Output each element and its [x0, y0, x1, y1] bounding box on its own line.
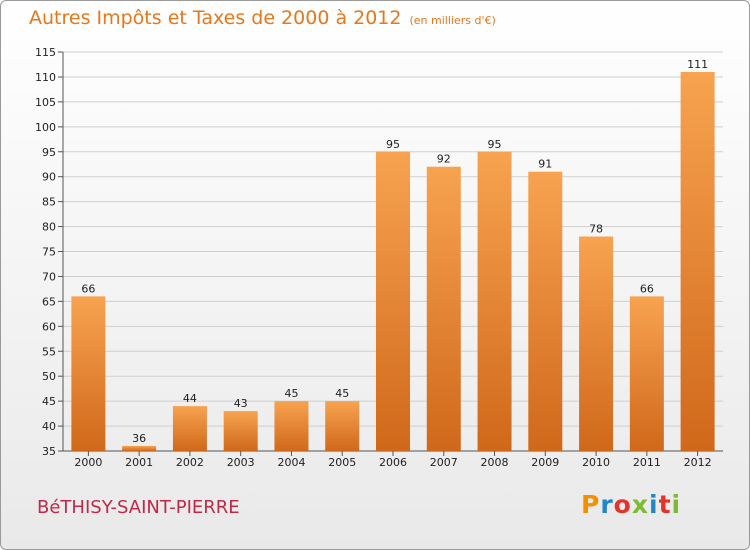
bar-2009	[528, 171, 563, 451]
y-tick-label: 40	[42, 420, 56, 433]
y-tick-label: 55	[42, 345, 56, 358]
logo-letter: i	[671, 490, 682, 519]
value-label-2002: 44	[183, 392, 197, 405]
y-tick-label: 115	[35, 46, 56, 59]
title-row: Autres Impôts et Taxes de 2000 à 2012 (en…	[29, 7, 496, 29]
value-label-2012: 111	[687, 58, 708, 71]
y-tick-label: 35	[42, 445, 56, 458]
bar-2002	[172, 406, 207, 451]
logo-letter: r	[600, 490, 614, 519]
bar-2006	[376, 151, 410, 451]
bar-2010	[579, 236, 614, 451]
commune-name: BéTHISY-SAINT-PIERRE	[37, 497, 240, 518]
bar-2004	[274, 401, 309, 451]
axes: 35 40 45 50 55 60 65 70 75 80 85 90 95 100 105 110 115 20…	[35, 46, 723, 469]
x-tick-label: 2005	[328, 456, 356, 469]
logo-letter: t	[658, 490, 672, 519]
bar-2001	[122, 446, 157, 451]
bar-2003	[223, 411, 258, 451]
x-tick-label: 2010	[582, 456, 610, 469]
bars	[71, 71, 715, 451]
value-label-2009: 91	[538, 158, 552, 171]
bar-2005	[325, 401, 360, 451]
y-tick-label: 65	[42, 295, 56, 308]
logo-letter: P	[581, 490, 601, 519]
proxiti-logo[interactable]: Proxiti	[581, 490, 681, 519]
bar-2011	[629, 296, 664, 451]
y-tick-label: 85	[42, 196, 56, 209]
value-label-2007: 92	[437, 153, 451, 166]
y-tick-label: 60	[42, 320, 56, 333]
bar-2012	[680, 71, 715, 451]
value-label-2004: 45	[284, 387, 298, 400]
x-tick-label: 2012	[684, 456, 712, 469]
logo-letter: x	[631, 490, 649, 519]
data-labels: 66 36 44 43 45 45 95 92 95 91 78 66 111	[81, 58, 708, 445]
y-tick-label: 45	[42, 395, 56, 408]
logo-letter: o	[613, 490, 632, 519]
value-label-2008: 95	[488, 138, 502, 151]
x-tick-label: 2011	[633, 456, 661, 469]
bar-2008	[477, 151, 512, 451]
x-tick-label: 2000	[74, 456, 102, 469]
x-tick-label: 2001	[125, 456, 153, 469]
value-label-2011: 66	[640, 282, 654, 295]
bar-2007	[426, 166, 461, 451]
x-tick-label: 2003	[227, 456, 255, 469]
bar-2000	[71, 296, 106, 451]
x-tick-label: 2002	[176, 456, 204, 469]
y-tick-label: 100	[35, 121, 56, 134]
x-tick-label: 2007	[430, 456, 458, 469]
x-tick-label: 2009	[531, 456, 559, 469]
y-tick-label: 105	[35, 96, 56, 109]
x-tick-label: 2006	[379, 456, 407, 469]
x-tick-label: 2004	[277, 456, 305, 469]
value-label-2005: 45	[335, 387, 349, 400]
value-label-2001: 36	[132, 432, 146, 445]
value-label-2010: 78	[589, 223, 603, 236]
chart-unit-note: (en milliers d'€)	[409, 14, 496, 27]
value-label-2006: 95	[386, 138, 400, 151]
y-tick-label: 70	[42, 270, 56, 283]
chart-title: Autres Impôts et Taxes de 2000 à 2012	[29, 7, 402, 29]
x-tick-label: 2008	[481, 456, 509, 469]
y-tick-label: 50	[42, 370, 56, 383]
value-label-2000: 66	[81, 282, 95, 295]
y-tick-label: 75	[42, 246, 56, 259]
y-tick-label: 90	[42, 171, 56, 184]
value-label-2003: 43	[234, 397, 248, 410]
logo-letter: i	[649, 490, 659, 519]
y-tick-label: 110	[35, 71, 56, 84]
y-tick-label: 80	[42, 221, 56, 234]
y-tick-label: 95	[42, 146, 56, 159]
